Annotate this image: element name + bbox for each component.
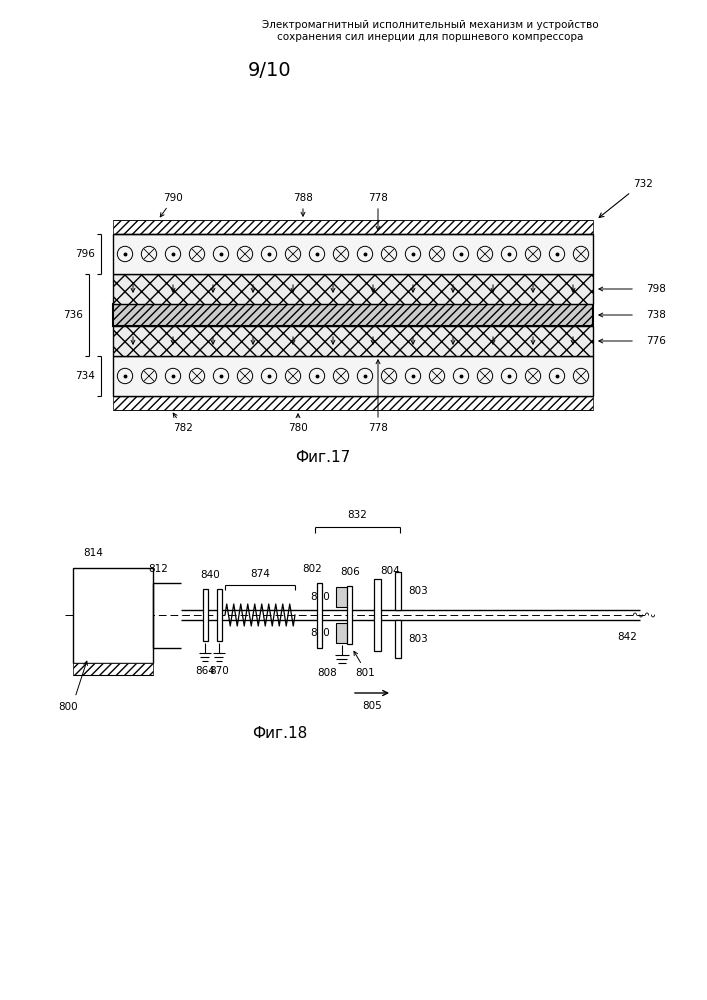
Bar <box>113 396 593 410</box>
Bar <box>348 586 353 644</box>
Text: 782: 782 <box>173 423 193 433</box>
Text: 788: 788 <box>293 193 313 203</box>
Bar <box>375 579 382 651</box>
Text: 805: 805 <box>362 701 382 711</box>
Text: 840: 840 <box>200 570 220 580</box>
Text: 732: 732 <box>633 179 653 189</box>
Text: 780: 780 <box>288 423 308 433</box>
Text: 864: 864 <box>195 666 215 676</box>
Text: 796: 796 <box>75 249 95 259</box>
Bar <box>336 623 348 643</box>
Text: 832: 832 <box>348 510 368 520</box>
Text: 734: 734 <box>75 371 95 381</box>
Bar <box>73 568 153 662</box>
Bar <box>113 326 593 356</box>
Text: 842: 842 <box>617 632 637 642</box>
Bar <box>336 587 348 607</box>
Text: 9/10: 9/10 <box>248 60 292 80</box>
Text: сохранения сил инерции для поршневого компрессора: сохранения сил инерции для поршневого ко… <box>277 32 583 42</box>
Bar <box>395 620 401 658</box>
Bar <box>217 589 222 641</box>
Bar <box>113 274 593 304</box>
Text: 803: 803 <box>408 586 428 596</box>
Text: 803: 803 <box>408 634 428 644</box>
Text: 736: 736 <box>63 310 83 320</box>
Bar <box>113 356 593 396</box>
Bar <box>395 572 401 610</box>
Bar <box>73 662 153 674</box>
Text: 778: 778 <box>368 193 388 203</box>
Text: 800: 800 <box>58 702 78 712</box>
Text: 814: 814 <box>83 548 103 558</box>
Text: 870: 870 <box>209 666 229 676</box>
Text: Фиг.17: Фиг.17 <box>296 450 351 466</box>
Text: 874: 874 <box>250 569 270 579</box>
Bar <box>203 589 208 641</box>
Text: 810: 810 <box>310 592 330 602</box>
Text: 808: 808 <box>317 668 337 678</box>
Text: 798: 798 <box>646 284 666 294</box>
Text: 804: 804 <box>380 566 400 576</box>
Bar <box>113 220 593 234</box>
Bar <box>113 234 593 274</box>
Text: 778: 778 <box>368 423 388 433</box>
Text: 776: 776 <box>646 336 666 346</box>
Text: Электромагнитный исполнительный механизм и устройство: Электромагнитный исполнительный механизм… <box>262 20 598 30</box>
Text: 801: 801 <box>355 668 375 678</box>
Text: 790: 790 <box>163 193 183 203</box>
Text: Фиг.18: Фиг.18 <box>252 726 308 740</box>
Text: 806: 806 <box>340 567 360 577</box>
Bar <box>317 582 322 648</box>
Text: 802: 802 <box>302 564 322 574</box>
Text: 738: 738 <box>646 310 666 320</box>
Text: 812: 812 <box>148 564 168 574</box>
Bar <box>113 304 593 326</box>
Text: 810: 810 <box>310 628 330 638</box>
